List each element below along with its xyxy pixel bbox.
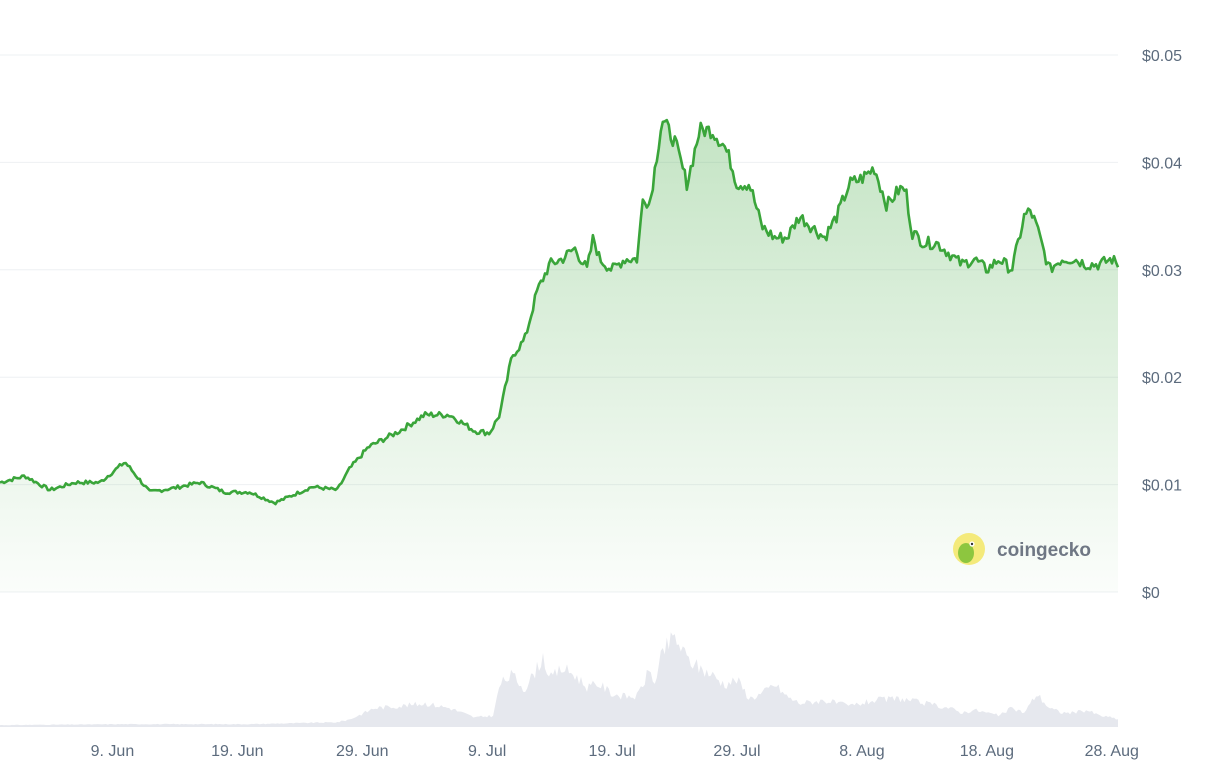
x-tick-label: 29. Jul (713, 743, 760, 760)
y-tick-label: $0.05 (1142, 48, 1182, 65)
y-tick-label: $0.03 (1142, 263, 1182, 280)
x-tick-label: 19. Jun (211, 743, 263, 760)
y-tick-label: $0.02 (1142, 370, 1182, 387)
price-line-path (0, 118, 1120, 506)
price-area-fill (0, 120, 1118, 592)
y-tick-label: $0.04 (1142, 155, 1182, 172)
volume-area-fill (0, 632, 1118, 727)
price-line (0, 118, 1120, 506)
x-tick-label: 18. Aug (960, 743, 1014, 760)
x-tick-label: 8. Aug (839, 743, 884, 760)
price-area (0, 120, 1118, 592)
x-tick-label: 9. Jul (468, 743, 506, 760)
coingecko-watermark: coingecko (953, 533, 1091, 565)
y-axis: $0.05 $0.04 $0.03 $0.02 $0.01 $0 (1142, 48, 1182, 602)
x-tick-label: 19. Jul (589, 743, 636, 760)
y-tick-label: $0 (1142, 585, 1160, 602)
volume-area (0, 632, 1118, 727)
watermark-text: coingecko (997, 540, 1091, 561)
x-axis: 9. Jun 19. Jun 29. Jun 9. Jul 19. Jul 29. Jul… (91, 743, 1139, 760)
x-tick-label: 29. Jun (336, 743, 388, 760)
y-tick-label: $0.01 (1142, 478, 1182, 495)
x-tick-label: 9. Jun (91, 743, 135, 760)
gecko-body-icon (958, 543, 974, 563)
x-tick-label: 28. Aug (1085, 743, 1139, 760)
